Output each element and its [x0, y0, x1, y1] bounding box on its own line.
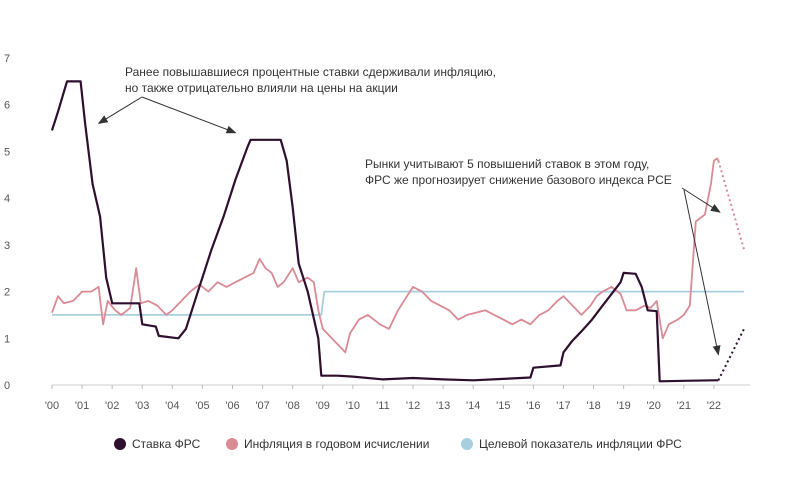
y-tick-label: 5	[4, 146, 10, 158]
x-tick-label: '11	[376, 400, 390, 412]
x-tick-label: '22	[707, 400, 721, 412]
series-line	[52, 290, 744, 316]
y-tick-label: 0	[4, 380, 10, 392]
legend-swatch	[114, 438, 126, 450]
legend-label: Ставка ФРС	[132, 437, 201, 451]
annotation-arrow	[683, 189, 721, 356]
x-tick-label: '09	[316, 400, 330, 412]
x-tick-label: '20	[647, 400, 661, 412]
x-tick-label: '17	[556, 400, 570, 412]
legend-label: Целевой показатель инфляции ФРС	[479, 437, 682, 451]
annotation-arrow	[97, 96, 143, 124]
series-lines	[50, 80, 745, 383]
x-tick-label: '00	[45, 400, 59, 412]
annotation-arrow	[141, 96, 237, 134]
y-tick-label: 3	[4, 240, 10, 252]
projection-line	[717, 328, 745, 381]
axes: 0 1 2 3 4 5 6 7 '00 '01 '02 '03 '04 '05 '06 '07 '08 '09 '1…	[4, 53, 750, 412]
y-tick-label: 2	[4, 287, 10, 299]
x-tick-label: '05	[195, 400, 209, 412]
x-tick-label: '07	[255, 400, 269, 412]
annotations: Ранее повышавшиеся процентные ставки сде…	[97, 65, 721, 356]
x-tick-label: '19	[616, 400, 630, 412]
x-tick-label: '04	[165, 400, 179, 412]
legend-swatch	[226, 438, 238, 450]
x-tick-label: '12	[406, 400, 420, 412]
annotation-arrow	[681, 187, 721, 213]
series-line	[51, 157, 720, 354]
x-tick-label: '02	[105, 400, 119, 412]
x-tick-label: '01	[75, 400, 89, 412]
annotation-text: Рынки учитывают 5 повышений ставок в это…	[365, 157, 649, 171]
series-line	[50, 80, 719, 383]
x-tick-label: '21	[677, 400, 691, 412]
x-tick-label: '13	[436, 400, 450, 412]
x-tick-label: '15	[496, 400, 510, 412]
x-tick-label: '03	[135, 400, 149, 412]
x-tick-label: '08	[286, 400, 300, 412]
x-tick-label: '14	[466, 400, 480, 412]
legend-label: Инфляция в годовом исчислении	[244, 437, 429, 451]
y-tick-label: 7	[4, 53, 10, 65]
y-tick-label: 4	[4, 193, 10, 205]
x-tick-label: '18	[586, 400, 600, 412]
legend-swatch	[461, 438, 473, 450]
annotation-text: ФРС же прогнозирует снижение базового ин…	[365, 173, 672, 187]
x-tick-label: '06	[225, 400, 239, 412]
annotation-text: Ранее повышавшиеся процентные ставки сде…	[125, 65, 496, 79]
x-tick-label: '10	[346, 400, 360, 412]
y-tick-label: 1	[4, 333, 10, 345]
y-tick-label: 6	[4, 100, 10, 112]
x-tick-label: '16	[526, 400, 540, 412]
legend: Ставка ФРС Инфляция в годовом исчислении Ц…	[114, 437, 682, 451]
projection-line	[717, 160, 745, 250]
annotation-text: но также отрицательно влияли на цены на …	[125, 81, 398, 95]
